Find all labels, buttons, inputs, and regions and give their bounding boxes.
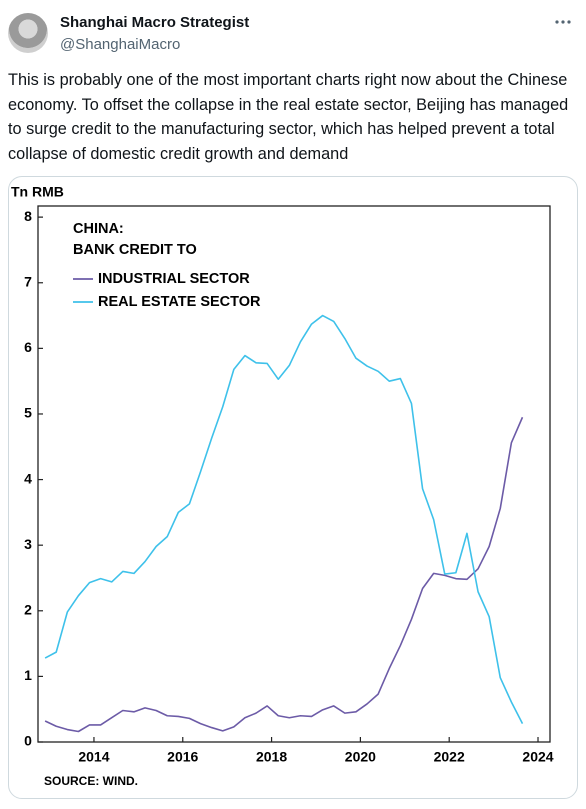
x-tick-label: 2014: [78, 749, 109, 765]
chart: Tn RMB CHINA: BANK CREDIT TO SOURCE: WIN…: [11, 184, 554, 788]
x-tick-label: 2020: [345, 749, 376, 765]
source-note: SOURCE: WIND.: [44, 774, 138, 788]
y-tick-label: 7: [24, 273, 32, 289]
y-tick-label: 5: [24, 405, 32, 421]
avatar[interactable]: [8, 13, 48, 53]
y-tick-label: 3: [24, 536, 32, 552]
y-axis-label: Tn RMB: [11, 184, 64, 200]
plot-frame: [37, 205, 551, 743]
chart-title: CHINA:: [73, 221, 124, 237]
series-line: [44, 314, 524, 724]
media-card[interactable]: Tn RMB CHINA: BANK CREDIT TO SOURCE: WIN…: [8, 176, 578, 799]
y-tick-label: 6: [24, 339, 32, 355]
legend-label: INDUSTRIAL SECTOR: [98, 271, 250, 287]
legend-label: REAL ESTATE SECTOR: [98, 294, 261, 310]
y-tick-label: 4: [24, 470, 32, 486]
y-tick-label: 8: [24, 208, 32, 224]
x-tick-label: 2022: [434, 749, 465, 765]
more-button[interactable]: [553, 16, 573, 28]
author-name[interactable]: Shanghai Macro Strategist: [60, 14, 250, 31]
x-tick-label: 2016: [167, 749, 198, 765]
x-tick-label: 2024: [522, 749, 553, 765]
x-tick-label: 2018: [256, 749, 287, 765]
chart-subtitle: BANK CREDIT TO: [73, 242, 197, 258]
tweet-text: This is probably one of the most importa…: [8, 71, 569, 163]
author-handle[interactable]: @ShanghaiMacro: [60, 36, 181, 53]
y-tick-label: 0: [24, 733, 32, 749]
y-tick-label: 1: [24, 667, 32, 683]
y-tick-label: 2: [24, 601, 32, 617]
series-line: [44, 416, 524, 733]
